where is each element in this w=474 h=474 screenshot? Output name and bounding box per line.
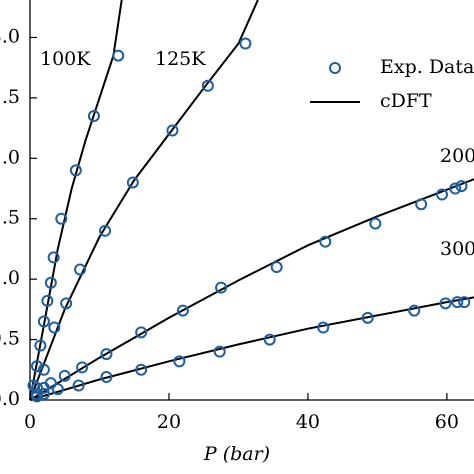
cdft-line: [29, 296, 474, 401]
cdft-line: [29, 0, 259, 401]
data-point: [263, 333, 276, 346]
data-point: [72, 379, 85, 392]
data-point: [451, 296, 464, 309]
data-point: [415, 198, 428, 211]
legend-label: Exp. Data: [380, 56, 474, 78]
curve-label: 100K: [40, 48, 91, 70]
data-point: [30, 390, 43, 403]
y-tick-label: 0.0: [0, 388, 20, 410]
data-point: [47, 251, 60, 264]
data-point: [439, 297, 452, 310]
data-point: [270, 261, 283, 274]
data-point: [41, 294, 54, 307]
cdft-line: [29, 178, 474, 401]
data-point: [239, 37, 252, 50]
data-point: [166, 124, 179, 137]
curve-label: 200K: [440, 145, 474, 167]
data-point: [44, 276, 57, 289]
x-tick-label: 40: [296, 411, 320, 433]
data-point: [60, 297, 73, 310]
data-point: [126, 176, 139, 189]
y-tick-label: 0.5: [0, 328, 20, 350]
y-tick-label: 2.5: [0, 86, 20, 108]
data-point: [44, 377, 57, 390]
data-point: [30, 381, 43, 394]
data-point: [369, 217, 382, 230]
data-point: [449, 182, 462, 195]
data-point: [34, 339, 47, 352]
data-point: [58, 369, 71, 382]
data-point: [37, 363, 50, 376]
data-point: [319, 235, 332, 248]
data-point: [173, 355, 186, 368]
data-point: [458, 296, 471, 309]
data-point: [176, 304, 189, 317]
x-tick-label: 20: [157, 411, 181, 433]
y-tick-label: 3.0: [0, 25, 20, 47]
y-tick-label: 2.0: [0, 146, 20, 168]
data-point: [100, 371, 113, 384]
data-point: [100, 348, 113, 361]
data-point: [112, 49, 125, 62]
data-point: [69, 164, 82, 177]
data-point: [317, 321, 330, 334]
data-point: [455, 180, 468, 193]
data-point: [55, 212, 68, 225]
y-tick-label: 1.0: [0, 267, 20, 289]
data-point: [215, 281, 228, 294]
data-point: [74, 263, 87, 276]
data-point: [30, 360, 43, 373]
data-point: [51, 383, 64, 396]
data-point: [408, 304, 421, 317]
cdft-line: [29, 0, 123, 401]
curve-label: 300K: [440, 238, 474, 260]
data-point: [37, 387, 50, 400]
x-axis-label: P (bar): [203, 443, 270, 465]
data-point: [76, 361, 89, 374]
data-point: [37, 315, 50, 328]
curve-label: 125K: [155, 48, 206, 70]
data-point: [135, 363, 148, 376]
x-tick-label: 0: [24, 411, 36, 433]
data-point: [48, 321, 61, 334]
data-point: [99, 224, 112, 237]
data-point: [87, 110, 100, 123]
legend-marker: [329, 62, 341, 74]
y-tick-label: 1.5: [0, 207, 20, 229]
data-point: [436, 188, 449, 201]
data-point: [361, 311, 374, 324]
data-point: [201, 79, 214, 92]
legend-label: cDFT: [380, 90, 432, 112]
data-point: [135, 326, 148, 339]
data-point: [213, 345, 226, 358]
x-tick-label: 60: [435, 411, 459, 433]
